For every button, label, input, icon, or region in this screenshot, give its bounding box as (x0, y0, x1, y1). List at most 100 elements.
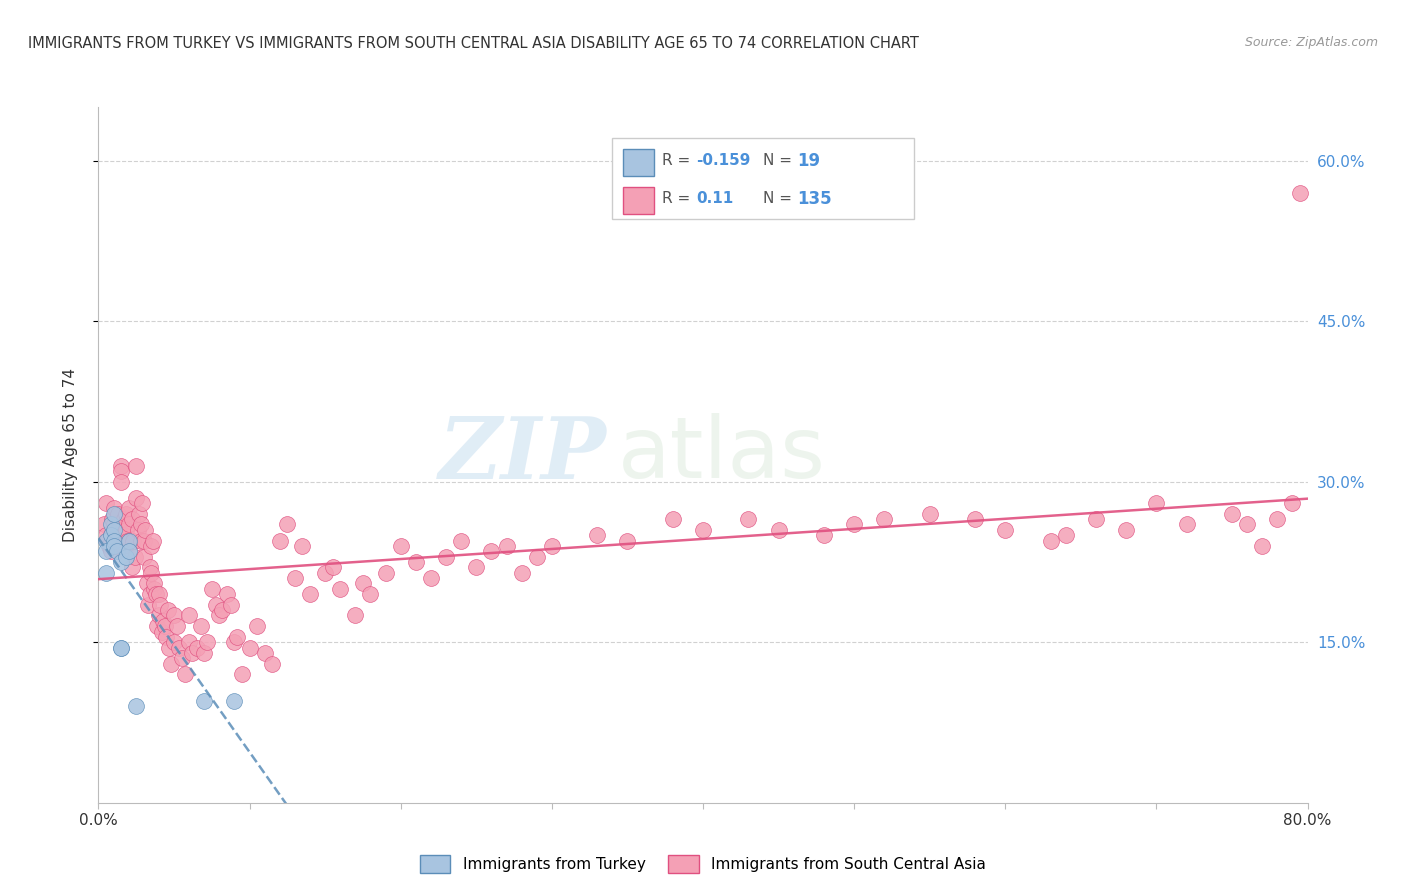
Point (540, 539, 562, 553)
Point (205, 598, 228, 612)
Point (141, 566, 163, 580)
Legend: Immigrants from Turkey, Immigrants from South Central Asia: Immigrants from Turkey, Immigrants from … (413, 849, 993, 879)
Point (112, 512, 135, 526)
Point (965, 512, 987, 526)
Point (221, 598, 243, 612)
Point (215, 587, 238, 601)
Text: R =: R = (662, 192, 696, 206)
Point (153, 619, 176, 633)
Point (103, 539, 125, 553)
Point (420, 571, 443, 585)
Text: N =: N = (763, 192, 797, 206)
Point (329, 582, 352, 596)
Text: IMMIGRANTS FROM TURKEY VS IMMIGRANTS FROM SOUTH CENTRAL ASIA DISABILITY AGE 65 T: IMMIGRANTS FROM TURKEY VS IMMIGRANTS FRO… (28, 36, 920, 51)
Point (107, 507, 129, 521)
Point (224, 635, 246, 649)
Point (195, 635, 218, 649)
Point (122, 533, 145, 548)
Point (100, 528, 122, 542)
Point (103, 507, 125, 521)
Point (155, 630, 177, 644)
Point (201, 582, 224, 596)
Point (128, 507, 150, 521)
Point (100, 544, 122, 558)
Point (465, 560, 488, 574)
Point (105, 539, 128, 553)
Point (110, 640, 132, 655)
Point (132, 533, 155, 548)
Point (152, 614, 174, 628)
Point (110, 458, 132, 473)
Point (1289, 186, 1312, 200)
Point (125, 458, 148, 473)
Point (132, 549, 155, 564)
Point (434, 549, 457, 564)
Point (129, 533, 152, 548)
Point (360, 587, 382, 601)
Text: 0.11: 0.11 (696, 192, 733, 206)
Point (661, 512, 683, 526)
Point (127, 523, 149, 537)
Point (1175, 517, 1198, 532)
Point (118, 517, 141, 532)
Point (94, 496, 117, 510)
Point (231, 667, 253, 681)
Point (1039, 533, 1062, 548)
Point (135, 576, 157, 591)
Point (208, 608, 231, 623)
Point (239, 640, 262, 655)
Point (110, 475, 132, 489)
Point (190, 619, 212, 633)
Point (136, 598, 159, 612)
Point (163, 608, 186, 623)
Point (179, 635, 201, 649)
Point (114, 507, 136, 521)
Point (1220, 507, 1243, 521)
Point (314, 566, 336, 580)
Text: N =: N = (763, 153, 797, 168)
Point (148, 608, 170, 623)
Point (918, 507, 941, 521)
Point (96, 533, 118, 548)
Text: Source: ZipAtlas.com: Source: ZipAtlas.com (1244, 36, 1378, 49)
Point (160, 657, 183, 671)
Point (510, 566, 533, 580)
Point (352, 576, 374, 591)
Point (93, 517, 115, 532)
Point (1085, 512, 1108, 526)
Point (167, 640, 190, 655)
Point (118, 544, 141, 558)
Point (994, 523, 1017, 537)
Point (150, 624, 173, 639)
Point (226, 630, 249, 644)
Point (224, 694, 246, 708)
Point (110, 640, 132, 655)
Point (291, 539, 314, 553)
Point (405, 555, 427, 569)
Point (114, 549, 136, 564)
Point (129, 517, 152, 532)
Point (1115, 523, 1137, 537)
Point (276, 517, 298, 532)
Text: R =: R = (662, 153, 696, 168)
Point (1144, 496, 1167, 510)
Point (193, 646, 215, 660)
Point (193, 694, 215, 708)
Point (1267, 512, 1289, 526)
Point (94, 544, 117, 558)
Point (139, 587, 162, 601)
Point (104, 528, 127, 542)
Point (94, 533, 117, 548)
Point (149, 598, 172, 612)
Point (211, 603, 233, 617)
Point (134, 523, 156, 537)
Point (1054, 528, 1077, 542)
Point (100, 528, 122, 542)
Point (105, 544, 128, 558)
Text: atlas: atlas (619, 413, 827, 497)
Point (586, 528, 609, 542)
Point (166, 619, 188, 633)
Point (156, 603, 179, 617)
Point (139, 560, 162, 574)
Point (1251, 539, 1274, 553)
